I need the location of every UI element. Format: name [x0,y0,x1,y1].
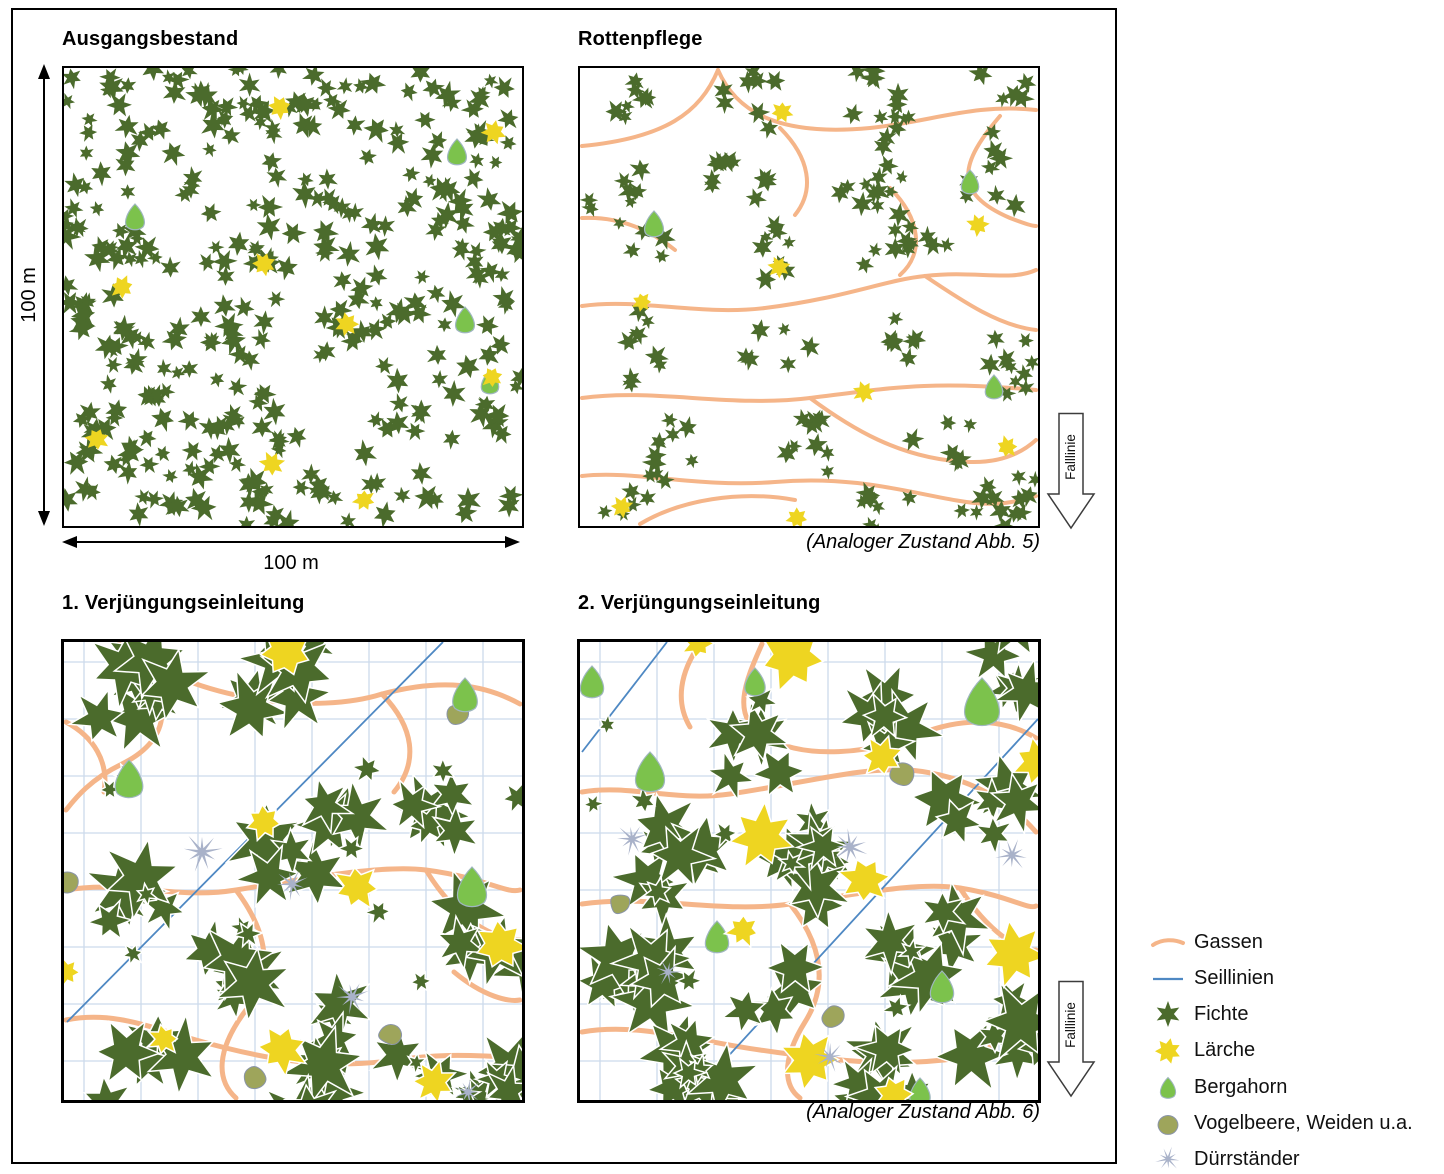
panel-title-verjuengung-2: 2. Verjüngungseinleitung [578,592,821,614]
panel-title-rottenpflege: Rottenpflege [578,28,703,50]
legend-item-vogelbeere: Vogelbeere, Weiden u.a. [1150,1108,1444,1138]
panel-title-verjuengung-1: 1. Verjüngungseinleitung [62,592,305,614]
caption-abb6: (Analoger Zustand Abb. 6) [806,1101,1040,1123]
bergahorn-blob-icon [1159,1076,1177,1099]
laerche-star-icon [1155,1038,1180,1064]
panel-verjuengung-1 [61,639,525,1103]
duerrstaender-star-icon [1155,1146,1180,1169]
fichte-star-icon [1156,1001,1180,1027]
legend-item-bergahorn: Bergahorn [1150,1072,1444,1102]
panel-title-ausgangsbestand: Ausgangsbestand [62,28,239,50]
legend-label: Vogelbeere, Weiden u.a. [1194,1111,1413,1134]
legend-item-gassen: Gassen [1150,927,1444,957]
caption-abb5: (Analoger Zustand Abb. 5) [806,531,1040,553]
horizontal-dimension-arrow [62,536,520,548]
vertical-dimension-label: 100 m [18,267,40,323]
gassen-line-icon [1151,938,1185,947]
legend-label: Fichte [1194,1002,1249,1025]
legend-label: Seillinien [1194,966,1275,989]
legend-label: Gassen [1194,930,1263,953]
seillinien-line-icon [1153,977,1183,981]
vogelbeere-blob-icon [1157,1115,1179,1135]
legend-label: Dürrständer [1194,1147,1300,1170]
legend-item-seillinien: Seillinien [1150,963,1444,993]
down-arrow-icon [1046,412,1096,530]
legend-label: Bergahorn [1194,1075,1288,1098]
vertical-dimension-arrow [38,64,50,526]
horizontal-dimension-label: 100 m [263,552,319,574]
legend-item-laerche: Lärche [1150,1035,1444,1065]
falllinie-label: Falllinie [1063,1002,1078,1048]
legend-label: Lärche [1194,1038,1256,1061]
falllinie-arrow-bottom: Falllinie [1046,980,1096,1098]
panel-rottenpflege [578,66,1040,528]
legend-item-duerrstaender: Dürrständer [1150,1144,1444,1174]
down-arrow-icon [1046,980,1096,1098]
panel-ausgangsbestand [62,66,524,528]
panel-verjuengung-2 [577,639,1041,1103]
legend-item-fichte: Fichte [1150,999,1444,1029]
falllinie-label: Falllinie [1063,434,1078,480]
falllinie-arrow-top: Falllinie [1046,412,1096,530]
